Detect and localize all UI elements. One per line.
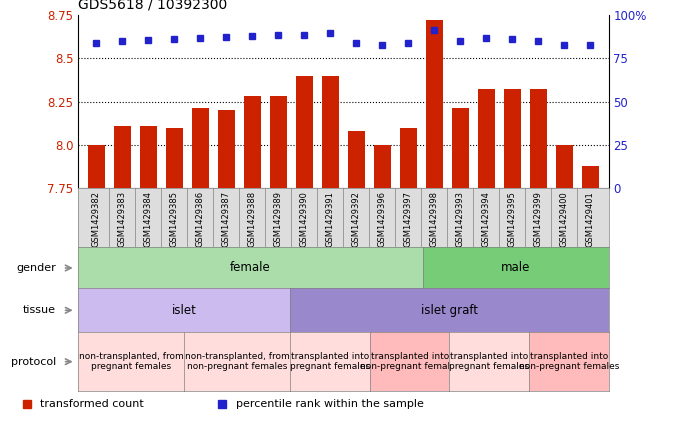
- Bar: [218, 110, 235, 188]
- Text: tissue: tissue: [23, 305, 56, 315]
- Text: non-transplanted, from
non-pregnant females: non-transplanted, from non-pregnant fema…: [185, 352, 290, 371]
- Text: GSM1429382: GSM1429382: [92, 191, 101, 247]
- Text: GSM1429401: GSM1429401: [586, 191, 595, 247]
- Text: transformed count: transformed count: [40, 398, 144, 409]
- Text: GSM1429383: GSM1429383: [118, 191, 127, 247]
- Text: non-transplanted, from
pregnant females: non-transplanted, from pregnant females: [79, 352, 184, 371]
- Bar: [296, 75, 313, 188]
- Bar: [244, 96, 261, 188]
- Bar: [374, 145, 391, 188]
- Text: GSM1429387: GSM1429387: [222, 191, 231, 247]
- Text: gender: gender: [16, 263, 56, 273]
- Text: transplanted into
pregnant females: transplanted into pregnant females: [290, 352, 370, 371]
- Text: GSM1429389: GSM1429389: [274, 191, 283, 247]
- Text: male: male: [501, 261, 530, 275]
- Bar: [452, 108, 469, 188]
- Text: GSM1429393: GSM1429393: [456, 191, 465, 247]
- Bar: [426, 20, 443, 188]
- Text: GSM1429395: GSM1429395: [508, 191, 517, 247]
- Text: transplanted into
non-pregnant females: transplanted into non-pregnant females: [360, 352, 460, 371]
- Bar: [88, 145, 105, 188]
- Text: GSM1429388: GSM1429388: [248, 191, 257, 247]
- Bar: [478, 89, 495, 188]
- Bar: [140, 126, 157, 188]
- Text: GSM1429399: GSM1429399: [534, 191, 543, 247]
- Text: GSM1429394: GSM1429394: [482, 191, 491, 247]
- Bar: [530, 89, 547, 188]
- Text: percentile rank within the sample: percentile rank within the sample: [236, 398, 424, 409]
- Bar: [114, 126, 131, 188]
- Text: GSM1429390: GSM1429390: [300, 191, 309, 247]
- Text: GSM1429386: GSM1429386: [196, 191, 205, 247]
- Text: GSM1429398: GSM1429398: [430, 191, 439, 247]
- Bar: [322, 75, 339, 188]
- Bar: [582, 166, 599, 188]
- Bar: [166, 128, 183, 188]
- Text: GSM1429385: GSM1429385: [170, 191, 179, 247]
- Text: GSM1429392: GSM1429392: [352, 191, 361, 247]
- Bar: [556, 145, 573, 188]
- Text: GSM1429391: GSM1429391: [326, 191, 335, 247]
- Text: protocol: protocol: [11, 357, 56, 367]
- Text: transplanted into
pregnant females: transplanted into pregnant females: [449, 352, 529, 371]
- Text: GDS5618 / 10392300: GDS5618 / 10392300: [78, 0, 227, 12]
- Text: islet graft: islet graft: [421, 304, 478, 317]
- Text: GSM1429397: GSM1429397: [404, 191, 413, 247]
- Text: GSM1429396: GSM1429396: [378, 191, 387, 247]
- Text: GSM1429384: GSM1429384: [144, 191, 153, 247]
- Bar: [504, 89, 521, 188]
- Bar: [192, 108, 209, 188]
- Text: islet: islet: [172, 304, 197, 317]
- Text: GSM1429400: GSM1429400: [560, 191, 569, 247]
- Text: female: female: [231, 261, 271, 275]
- Bar: [348, 131, 365, 188]
- Text: transplanted into
non-pregnant females: transplanted into non-pregnant females: [519, 352, 619, 371]
- Bar: [270, 96, 287, 188]
- Bar: [400, 128, 417, 188]
